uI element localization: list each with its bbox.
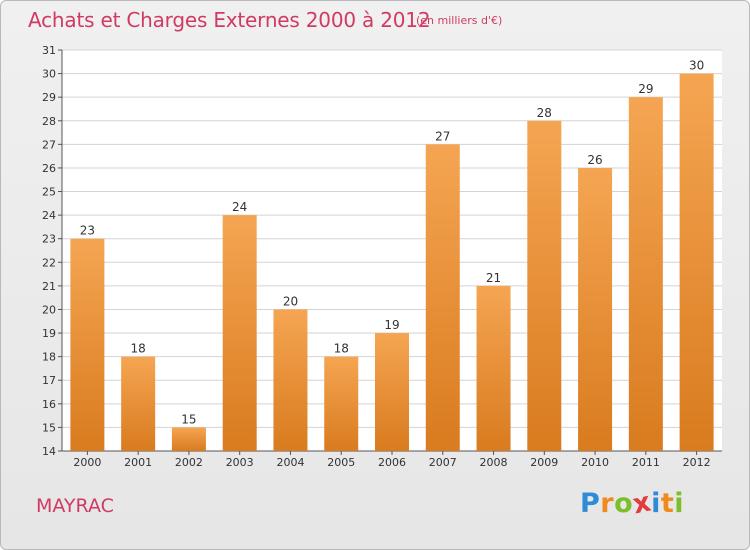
data-label: 26 xyxy=(587,153,602,167)
data-label: 18 xyxy=(131,342,146,356)
x-tick-label: 2007 xyxy=(429,456,457,469)
data-label: 15 xyxy=(181,412,196,426)
data-label: 20 xyxy=(283,294,298,308)
bar-2011 xyxy=(628,97,663,452)
y-tick-label: 14 xyxy=(42,445,56,458)
y-tick-label: 23 xyxy=(42,233,56,246)
y-tick-label: 17 xyxy=(42,374,56,387)
y-tick-label: 19 xyxy=(42,327,56,340)
bar-2004 xyxy=(273,309,308,451)
y-tick-label: 15 xyxy=(42,421,56,434)
y-tick-label: 29 xyxy=(42,91,56,104)
bar-2012 xyxy=(679,73,714,452)
y-tick-label: 25 xyxy=(42,186,56,199)
bar-2003 xyxy=(222,215,257,451)
y-tick-label: 24 xyxy=(42,209,56,222)
y-tick-label: 21 xyxy=(42,280,56,293)
y-tick-label: 28 xyxy=(42,115,56,128)
x-tick-label: 2012 xyxy=(683,456,711,469)
y-tick-label: 16 xyxy=(42,398,56,411)
x-tick-label: 2010 xyxy=(581,456,609,469)
bar-2002 xyxy=(171,427,206,451)
data-label: 23 xyxy=(80,224,95,238)
chart-title: Achats et Charges Externes 2000 à 2012 xyxy=(28,8,431,32)
logo-letter: o xyxy=(614,488,634,519)
chart-subtitle: (en milliers d'€) xyxy=(416,14,503,27)
data-label: 18 xyxy=(334,342,349,356)
bar-2006 xyxy=(375,333,409,451)
x-tick-label: 2002 xyxy=(175,456,203,469)
logo-letter: P xyxy=(580,488,601,519)
y-tick-label: 30 xyxy=(42,68,56,81)
x-tick-label: 2004 xyxy=(276,456,304,469)
bar-2000 xyxy=(70,238,105,451)
y-tick-label: 26 xyxy=(42,162,56,175)
bar-2008 xyxy=(476,285,511,451)
bars xyxy=(70,73,714,452)
x-tick-label: 2005 xyxy=(327,456,355,469)
x-tick-label: 2001 xyxy=(124,456,152,469)
bar-2001 xyxy=(121,356,156,451)
logo-letter: i xyxy=(651,488,661,519)
data-label: 29 xyxy=(638,82,653,96)
bar-2009 xyxy=(527,120,562,451)
x-tick-label: 2011 xyxy=(632,456,660,469)
x-tick-label: 2003 xyxy=(226,456,254,469)
x-tick-label: 2006 xyxy=(378,456,406,469)
data-label: 30 xyxy=(689,59,704,73)
x-tick-label: 2009 xyxy=(530,456,558,469)
y-tick-label: 20 xyxy=(42,303,56,316)
proxiti-logo[interactable]: Proxiti xyxy=(580,486,685,520)
logo-letter: i xyxy=(674,488,685,519)
bar-2010 xyxy=(578,167,613,452)
data-label: 28 xyxy=(537,106,552,120)
x-tick-label: 2008 xyxy=(480,456,508,469)
logo-letter: t xyxy=(660,488,675,519)
x-tick-label: 2000 xyxy=(73,456,101,469)
bar-2005 xyxy=(324,356,359,451)
data-label: 27 xyxy=(435,129,450,143)
y-tick-label: 27 xyxy=(42,138,56,151)
data-label: 21 xyxy=(486,271,501,285)
data-label: 24 xyxy=(232,200,247,214)
y-tick-label: 22 xyxy=(42,256,56,269)
place-name: MAYRAC xyxy=(36,495,114,517)
data-labels: 23 18 15 24 20 18 19 27 21 28 26 29 30 xyxy=(80,59,705,427)
logo-letter: r xyxy=(600,488,615,519)
bar-2007 xyxy=(425,144,460,451)
y-tick-label: 18 xyxy=(42,351,56,364)
data-label: 19 xyxy=(384,318,399,332)
y-tick-label: 31 xyxy=(42,44,56,57)
